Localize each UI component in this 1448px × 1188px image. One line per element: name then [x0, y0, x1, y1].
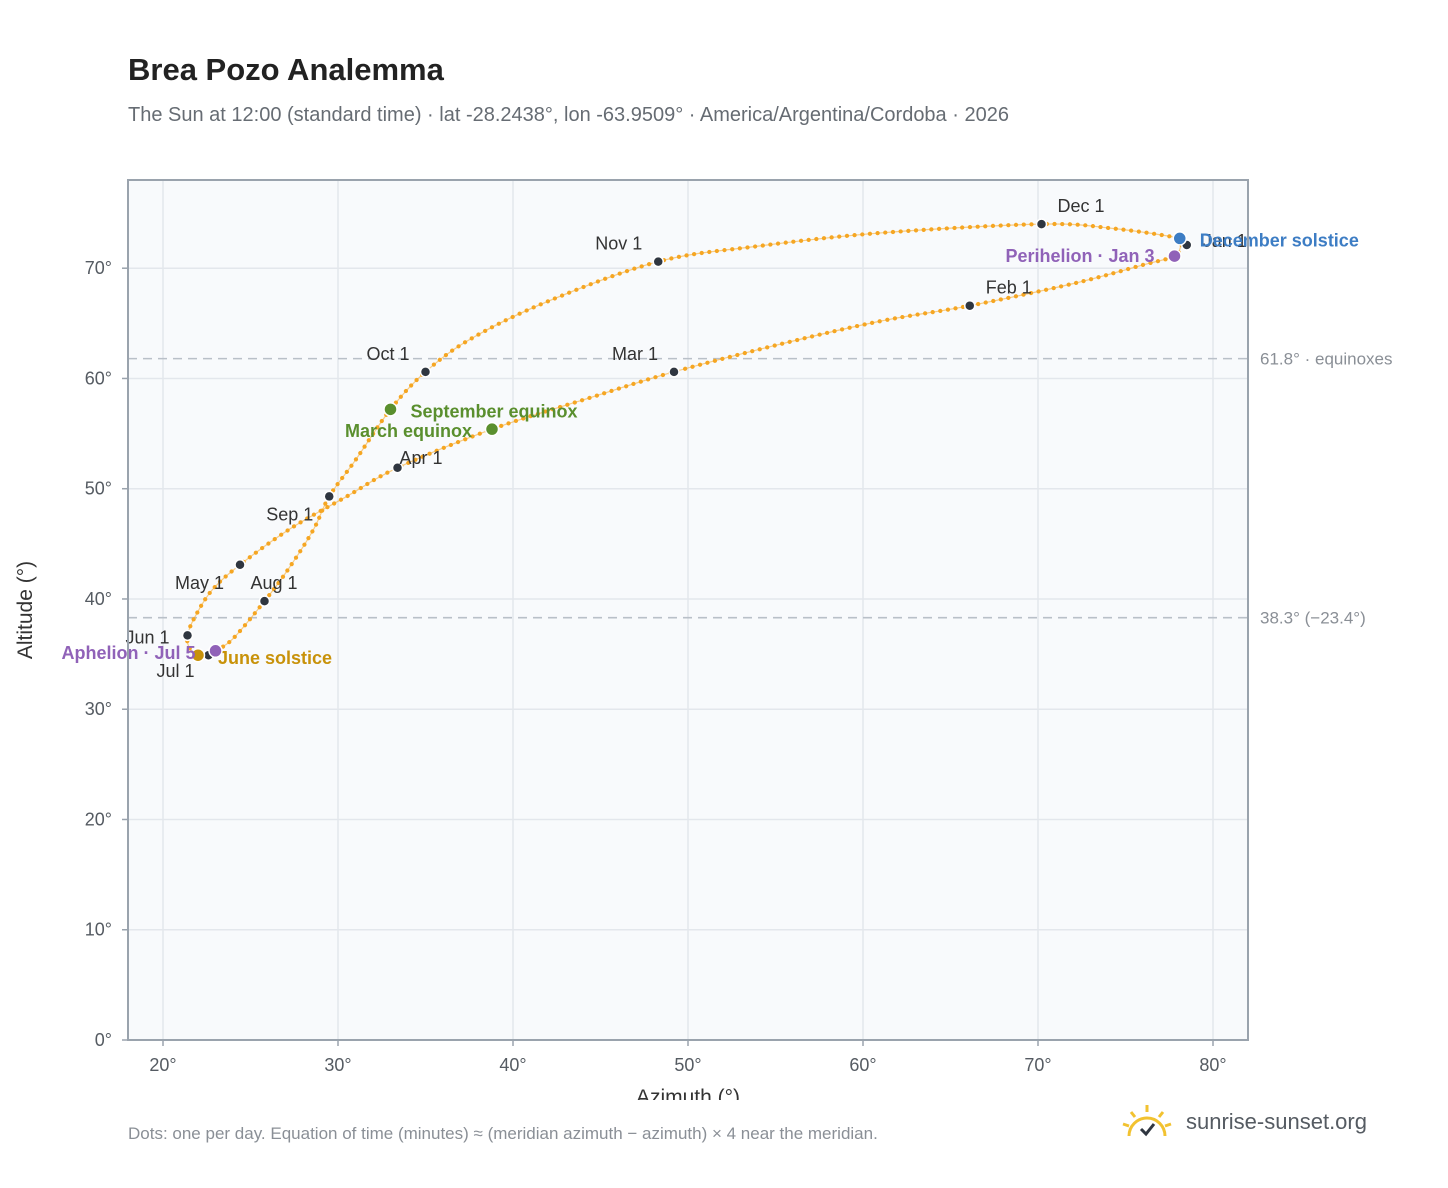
- month-marker: [258, 595, 271, 607]
- month-label: Dec 1: [1058, 196, 1105, 216]
- x-tick-label: 80°: [1199, 1055, 1226, 1075]
- event-label: March equinox: [345, 421, 472, 441]
- month-marker: [964, 299, 976, 312]
- y-tick-label: 10°: [85, 920, 112, 940]
- y-tick-label: 50°: [85, 479, 112, 499]
- reference-line-label: 38.3° (−23.4°): [1260, 609, 1366, 628]
- event-label: June solstice: [218, 648, 332, 668]
- month-label: May 1: [175, 573, 224, 593]
- reference-lines: 61.8° · equinoxes 38.3° (−23.4°): [128, 350, 1393, 628]
- chart-subtitle: The Sun at 12:00 (standard time) · lat -…: [128, 104, 1009, 126]
- x-tick-label: 30°: [324, 1055, 351, 1075]
- event-marker: [208, 643, 223, 659]
- event-marker: [190, 647, 206, 663]
- month-marker: [668, 366, 680, 378]
- y-tick-label: 0°: [95, 1030, 112, 1050]
- chart-title: Brea Pozo Analemma: [128, 52, 444, 87]
- month-marker: [391, 462, 404, 474]
- y-tick-label: 60°: [85, 368, 112, 388]
- reference-line-label: 61.8° · equinoxes: [1260, 350, 1393, 369]
- brand-name[interactable]: sunrise-sunset.org: [1186, 1109, 1367, 1134]
- analemma-chart: 61.8° · equinoxes 38.3° (−23.4°) Jan 1 Feb…: [14, 179, 1393, 1100]
- y-tick-label: 20°: [85, 809, 112, 829]
- event-marker: [1172, 231, 1187, 246]
- event-label: December solstice: [1200, 230, 1359, 250]
- x-tick-label: 70°: [1024, 1055, 1051, 1075]
- month-markers: Jan 1 Feb 1 Mar 1 Apr 1 May 1 Jun 1 Jul 1 Aug 1…: [125, 196, 1246, 681]
- month-marker: [419, 366, 432, 378]
- y-axis-label: Altitude (°): [14, 561, 37, 659]
- y-tick-label: 30°: [85, 699, 112, 719]
- event-label: Perihelion · Jan 3: [1005, 246, 1154, 266]
- x-tick-label: 50°: [674, 1055, 701, 1075]
- event-label: September equinox: [411, 401, 578, 421]
- brand[interactable]: sunrise-sunset.org: [1120, 1100, 1367, 1144]
- event-marker: [484, 421, 500, 437]
- month-label: Sep 1: [266, 504, 313, 524]
- x-tick-label: 20°: [149, 1055, 176, 1075]
- axis-ticks: 20° 30° 40° 50° 60° 70° 80° 0° 10° 20° 30° 40° 50° 60…: [85, 258, 1227, 1075]
- month-label: Apr 1: [400, 448, 443, 468]
- grid-lines: [128, 180, 1248, 1041]
- y-tick-label: 40°: [85, 589, 112, 609]
- month-marker: [181, 629, 194, 642]
- month-label: Jul 1: [156, 661, 194, 681]
- footnote: Dots: one per day. Equation of time (min…: [128, 1124, 878, 1143]
- x-tick-label: 40°: [499, 1055, 526, 1075]
- month-label: Mar 1: [612, 344, 658, 364]
- month-label: Jan 1: [1203, 231, 1247, 251]
- event-marker: [383, 402, 398, 417]
- month-marker: [1035, 218, 1048, 230]
- month-label: Aug 1: [251, 573, 298, 593]
- month-label: Jun 1: [125, 627, 169, 647]
- sun-logo-icon: [1122, 1105, 1172, 1137]
- x-axis-label: Azimuth (°): [636, 1086, 740, 1100]
- month-marker: [234, 559, 246, 571]
- event-marker: [1167, 248, 1182, 264]
- y-tick-label: 70°: [85, 258, 112, 278]
- x-tick-label: 60°: [849, 1055, 876, 1075]
- month-label: Oct 1: [366, 344, 409, 364]
- month-label: Feb 1: [986, 278, 1032, 298]
- month-marker: [652, 255, 664, 268]
- month-marker: [323, 490, 335, 503]
- month-label: Nov 1: [595, 234, 642, 254]
